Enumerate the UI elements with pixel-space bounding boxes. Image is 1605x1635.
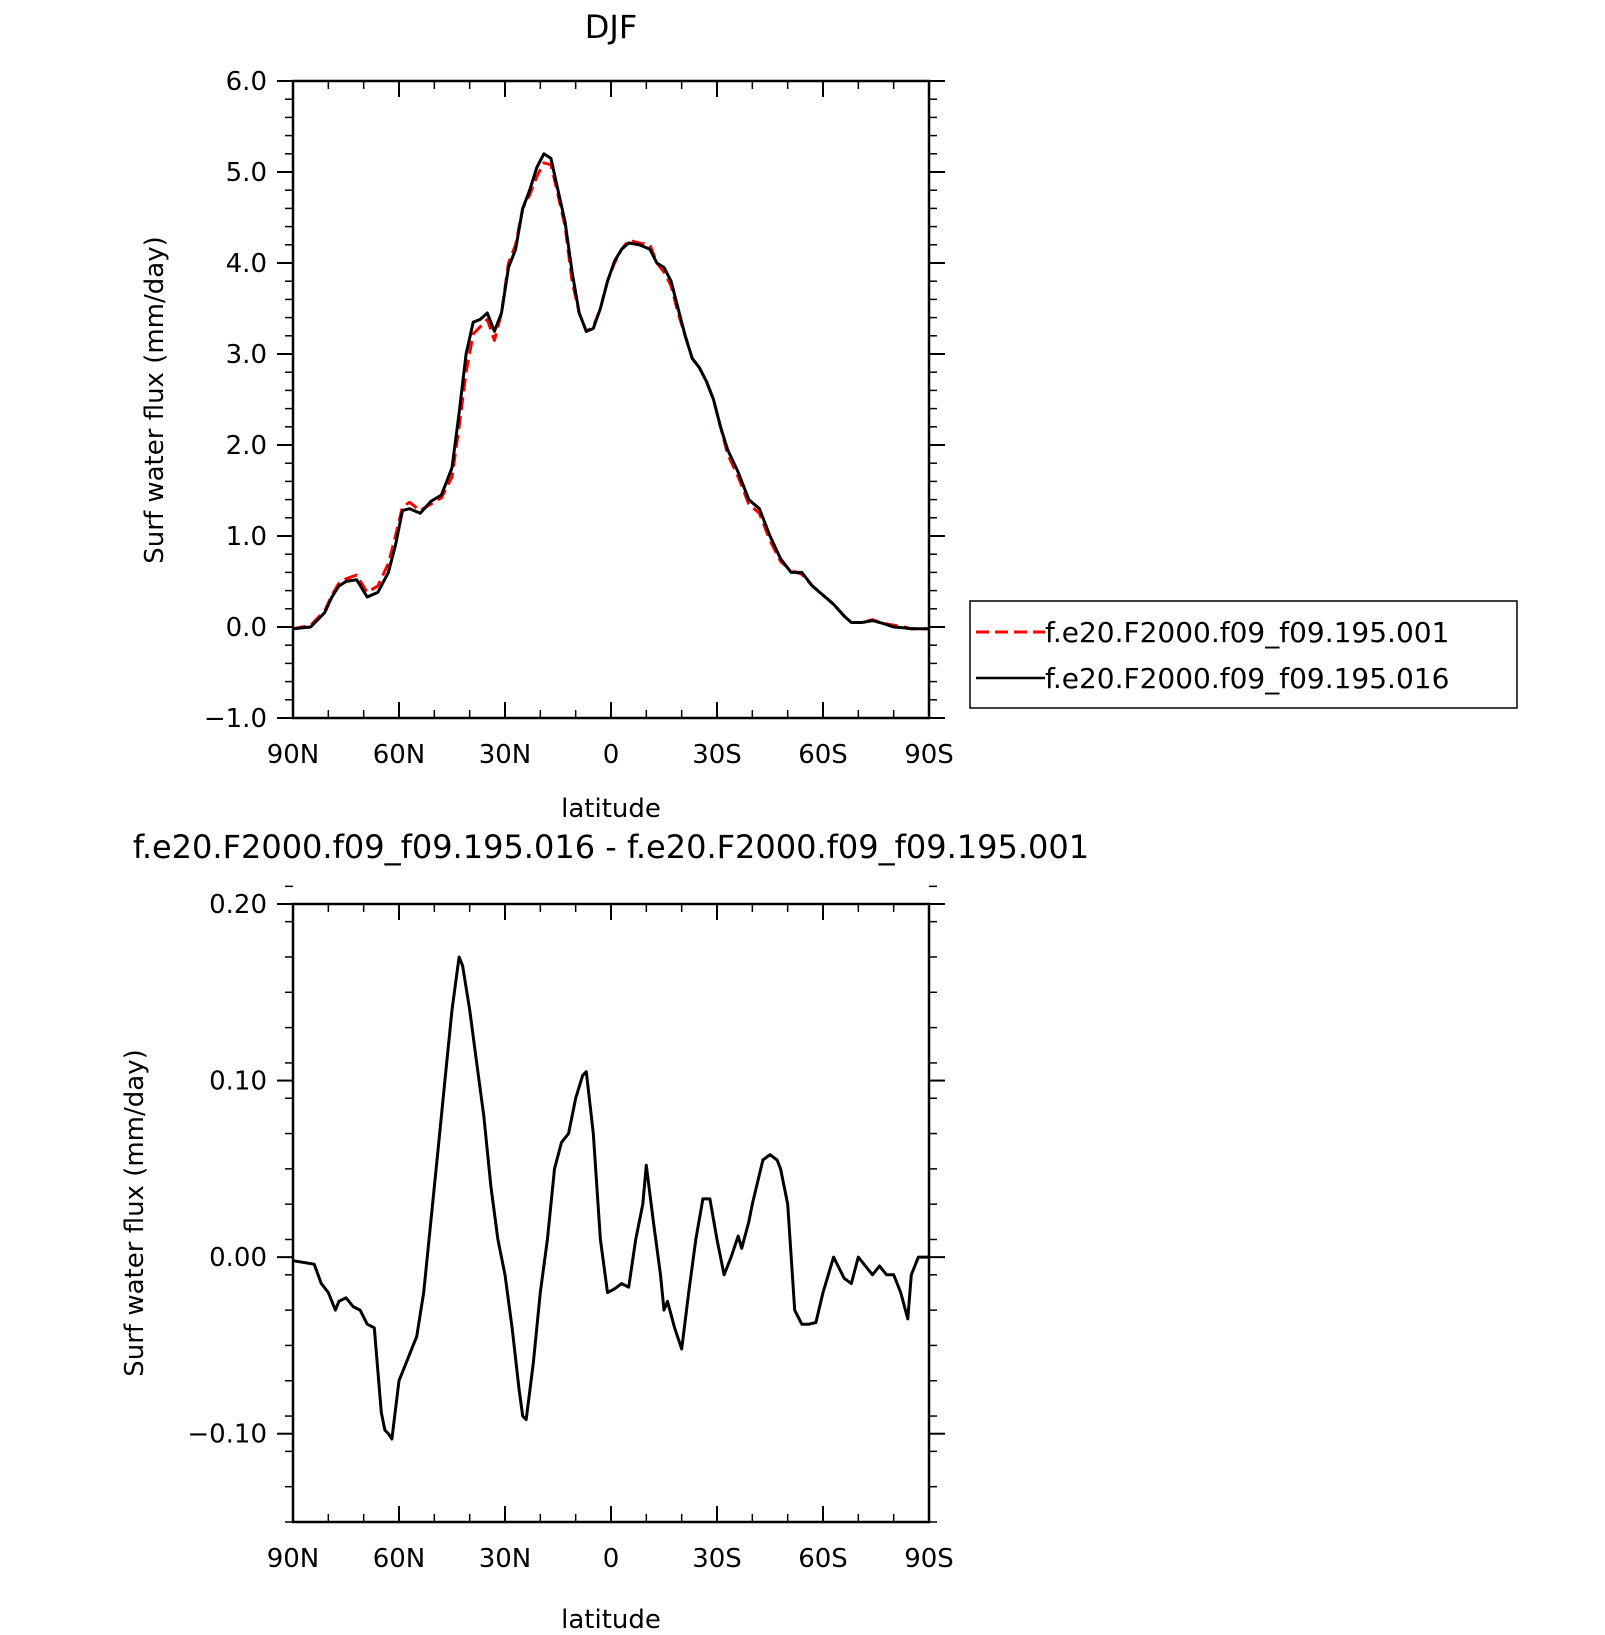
y-tick-label: 0.0 bbox=[226, 613, 267, 643]
x-tick-label: 60S bbox=[798, 1544, 848, 1574]
y-tick-label: 3.0 bbox=[226, 340, 267, 370]
difference-chart-title: f.e20.F2000.f09_f09.195.016 - f.e20.F200… bbox=[133, 828, 1089, 866]
y-tick-label: 2.0 bbox=[226, 431, 267, 461]
x-tick-label: 90N bbox=[267, 740, 320, 770]
y-axis-label: Surf water flux (mm/day) bbox=[140, 236, 170, 563]
y-axis-label: Surf water flux (mm/day) bbox=[120, 1049, 150, 1376]
x-tick-label: 60S bbox=[798, 740, 848, 770]
x-tick-label: 0 bbox=[603, 740, 620, 770]
series-layer bbox=[292, 955, 929, 1441]
legend-label-series-2: f.e20.F2000.f09_f09.195.016 bbox=[1045, 662, 1449, 695]
x-tick-label: 30N bbox=[479, 1544, 532, 1574]
y-tick-label: −0.10 bbox=[187, 1420, 267, 1450]
minor-tick-group bbox=[285, 80, 937, 719]
y-tick-label: 5.0 bbox=[226, 158, 267, 188]
series-layer bbox=[292, 152, 929, 631]
x-tick-label: 90N bbox=[267, 1544, 320, 1574]
legend-label-series-1: f.e20.F2000.f09_f09.195.001 bbox=[1045, 616, 1449, 649]
y-tick-label: 4.0 bbox=[226, 249, 267, 279]
x-tick-label: 90S bbox=[904, 740, 954, 770]
y-tick-label: 0.00 bbox=[209, 1243, 267, 1273]
y-tick-label: 0.20 bbox=[209, 890, 267, 920]
series-line-2 bbox=[292, 152, 929, 631]
x-tick-label: 30S bbox=[692, 1544, 742, 1574]
chart-title: DJF bbox=[585, 8, 637, 46]
y-tick-label: 6.0 bbox=[226, 67, 267, 97]
x-tick-label: 60N bbox=[373, 740, 426, 770]
tick-label-group: 90N 60N 30N 0 30S 60S 90S 6.0 5.0 4.0 3.0 2.0 1.0 0.0… bbox=[204, 67, 954, 770]
x-tick-label: 0 bbox=[603, 1544, 620, 1574]
chart-panel-top: DJF 90N 60N 30N 0 30S 60S 90S 6.0 5.0 4.0 3.0 2.0 1.… bbox=[140, 8, 1518, 824]
y-tick-label: 1.0 bbox=[226, 522, 267, 552]
legend: f.e20.F2000.f09_f09.195.001 f.e20.F2000.… bbox=[969, 600, 1518, 709]
x-tick-label: 60N bbox=[373, 1544, 426, 1574]
x-axis-label: latitude bbox=[561, 794, 661, 824]
y-tick-label: −1.0 bbox=[204, 704, 267, 734]
x-tick-label: 30S bbox=[692, 740, 742, 770]
x-tick-label: 90S bbox=[904, 1544, 954, 1574]
x-tick-label: 30N bbox=[479, 740, 532, 770]
y-tick-label: 0.10 bbox=[209, 1067, 267, 1097]
plot-frame bbox=[291, 902, 931, 1524]
tick-group bbox=[277, 903, 945, 1522]
tick-group bbox=[277, 80, 945, 719]
minor-tick-group bbox=[285, 885, 937, 1523]
x-axis-label: latitude bbox=[561, 1605, 661, 1635]
legend-box bbox=[969, 600, 1518, 709]
plot-frame bbox=[291, 79, 931, 720]
series-line-1 bbox=[292, 161, 929, 631]
tick-label-group: 90N 60N 30N 0 30S 60S 90S 0.20 0.10 0.00 −0.10 bbox=[187, 890, 953, 1574]
chart-panel-bottom: f.e20.F2000.f09_f09.195.016 - f.e20.F200… bbox=[120, 828, 1089, 1635]
series-line-1 bbox=[292, 955, 929, 1441]
